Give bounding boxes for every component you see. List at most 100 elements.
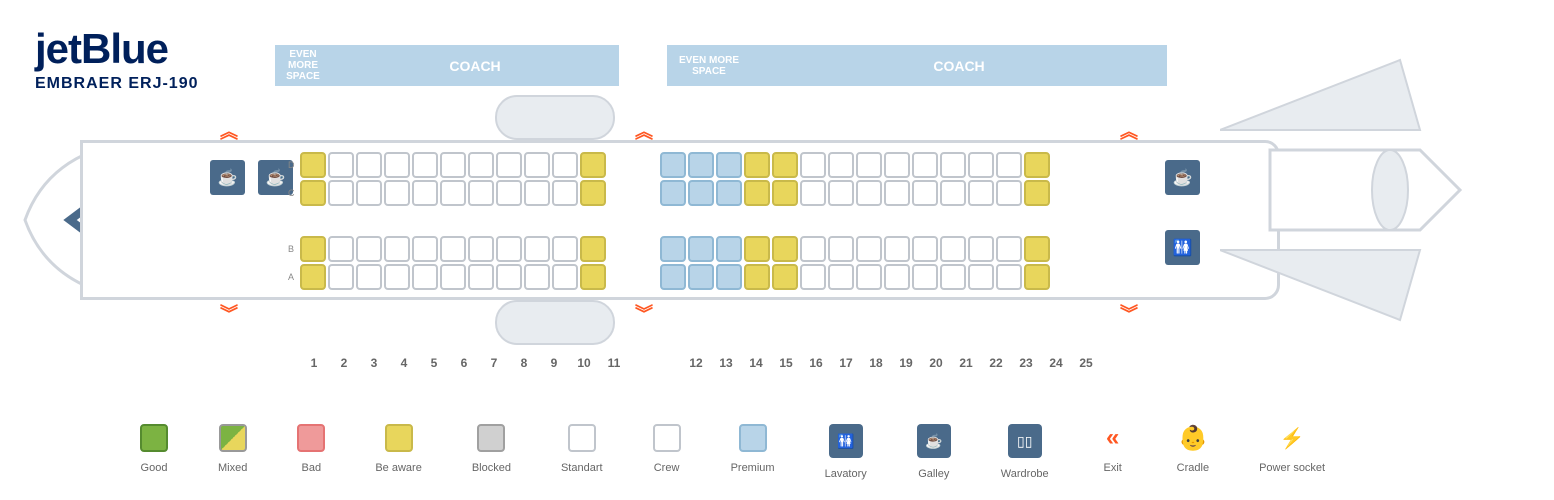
seat-15A[interactable] <box>744 264 770 290</box>
seat-21B[interactable] <box>912 236 938 262</box>
seat-16B[interactable] <box>772 236 798 262</box>
seat-1B[interactable]: B <box>300 236 326 262</box>
seat-4A[interactable] <box>384 264 410 290</box>
seat-20C[interactable] <box>884 180 910 206</box>
seat-25D[interactable] <box>1024 152 1050 178</box>
seat-22A[interactable] <box>940 264 966 290</box>
seat-8A[interactable] <box>496 264 522 290</box>
seat-9C[interactable] <box>524 180 550 206</box>
seat-10C[interactable] <box>552 180 578 206</box>
seat-3D[interactable] <box>356 152 382 178</box>
seat-23A[interactable] <box>968 264 994 290</box>
seat-9B[interactable] <box>524 236 550 262</box>
seat-12D[interactable] <box>660 152 686 178</box>
seat-11C[interactable] <box>580 180 606 206</box>
seat-15C[interactable] <box>744 180 770 206</box>
seat-14A[interactable] <box>716 264 742 290</box>
seat-10B[interactable] <box>552 236 578 262</box>
seat-5C[interactable] <box>412 180 438 206</box>
seat-8B[interactable] <box>496 236 522 262</box>
seat-7D[interactable] <box>468 152 494 178</box>
seat-6C[interactable] <box>440 180 466 206</box>
seat-21A[interactable] <box>912 264 938 290</box>
seat-16D[interactable] <box>772 152 798 178</box>
seat-22B[interactable] <box>940 236 966 262</box>
seat-23D[interactable] <box>968 152 994 178</box>
seat-11D[interactable] <box>580 152 606 178</box>
seat-11B[interactable] <box>580 236 606 262</box>
seat-5D[interactable] <box>412 152 438 178</box>
seat-17B[interactable] <box>800 236 826 262</box>
seat-16A[interactable] <box>772 264 798 290</box>
seat-18B[interactable] <box>828 236 854 262</box>
seat-19C[interactable] <box>856 180 882 206</box>
seat-25B[interactable] <box>1024 236 1050 262</box>
seat-6D[interactable] <box>440 152 466 178</box>
seat-6B[interactable] <box>440 236 466 262</box>
seat-2A[interactable] <box>328 264 354 290</box>
seat-7B[interactable] <box>468 236 494 262</box>
seat-10A[interactable] <box>552 264 578 290</box>
seat-20D[interactable] <box>884 152 910 178</box>
seat-20A[interactable] <box>884 264 910 290</box>
seat-13D[interactable] <box>688 152 714 178</box>
seat-9D[interactable] <box>524 152 550 178</box>
seat-14D[interactable] <box>716 152 742 178</box>
seat-9A[interactable] <box>524 264 550 290</box>
seat-13B[interactable] <box>688 236 714 262</box>
seat-20B[interactable] <box>884 236 910 262</box>
seat-11A[interactable] <box>580 264 606 290</box>
seat-19D[interactable] <box>856 152 882 178</box>
seat-7C[interactable] <box>468 180 494 206</box>
seat-21C[interactable] <box>912 180 938 206</box>
seat-6A[interactable] <box>440 264 466 290</box>
seat-22C[interactable] <box>940 180 966 206</box>
seat-2D[interactable] <box>328 152 354 178</box>
seat-4B[interactable] <box>384 236 410 262</box>
seat-4C[interactable] <box>384 180 410 206</box>
seat-17C[interactable] <box>800 180 826 206</box>
seat-5A[interactable] <box>412 264 438 290</box>
seat-19B[interactable] <box>856 236 882 262</box>
seat-3C[interactable] <box>356 180 382 206</box>
seat-8D[interactable] <box>496 152 522 178</box>
seat-18D[interactable] <box>828 152 854 178</box>
seat-2B[interactable] <box>328 236 354 262</box>
seat-24C[interactable] <box>996 180 1022 206</box>
seat-22D[interactable] <box>940 152 966 178</box>
seat-14B[interactable] <box>716 236 742 262</box>
seat-12B[interactable] <box>660 236 686 262</box>
seat-5B[interactable] <box>412 236 438 262</box>
seat-18A[interactable] <box>828 264 854 290</box>
seat-21D[interactable] <box>912 152 938 178</box>
seat-13A[interactable] <box>688 264 714 290</box>
seat-8C[interactable] <box>496 180 522 206</box>
seat-10D[interactable] <box>552 152 578 178</box>
seat-15B[interactable] <box>744 236 770 262</box>
seat-1C[interactable]: C <box>300 180 326 206</box>
seat-1D[interactable]: D <box>300 152 326 178</box>
seat-14C[interactable] <box>716 180 742 206</box>
seat-15D[interactable] <box>744 152 770 178</box>
seat-19A[interactable] <box>856 264 882 290</box>
seat-12A[interactable] <box>660 264 686 290</box>
seat-16C[interactable] <box>772 180 798 206</box>
seat-25A[interactable] <box>1024 264 1050 290</box>
seat-23C[interactable] <box>968 180 994 206</box>
seat-4D[interactable] <box>384 152 410 178</box>
seat-12C[interactable] <box>660 180 686 206</box>
seat-17D[interactable] <box>800 152 826 178</box>
seat-13C[interactable] <box>688 180 714 206</box>
seat-7A[interactable] <box>468 264 494 290</box>
seat-17A[interactable] <box>800 264 826 290</box>
seat-3A[interactable] <box>356 264 382 290</box>
seat-23B[interactable] <box>968 236 994 262</box>
seat-25C[interactable] <box>1024 180 1050 206</box>
seat-18C[interactable] <box>828 180 854 206</box>
seat-2C[interactable] <box>328 180 354 206</box>
seat-24A[interactable] <box>996 264 1022 290</box>
seat-24D[interactable] <box>996 152 1022 178</box>
seat-3B[interactable] <box>356 236 382 262</box>
seat-1A[interactable]: A <box>300 264 326 290</box>
seat-24B[interactable] <box>996 236 1022 262</box>
